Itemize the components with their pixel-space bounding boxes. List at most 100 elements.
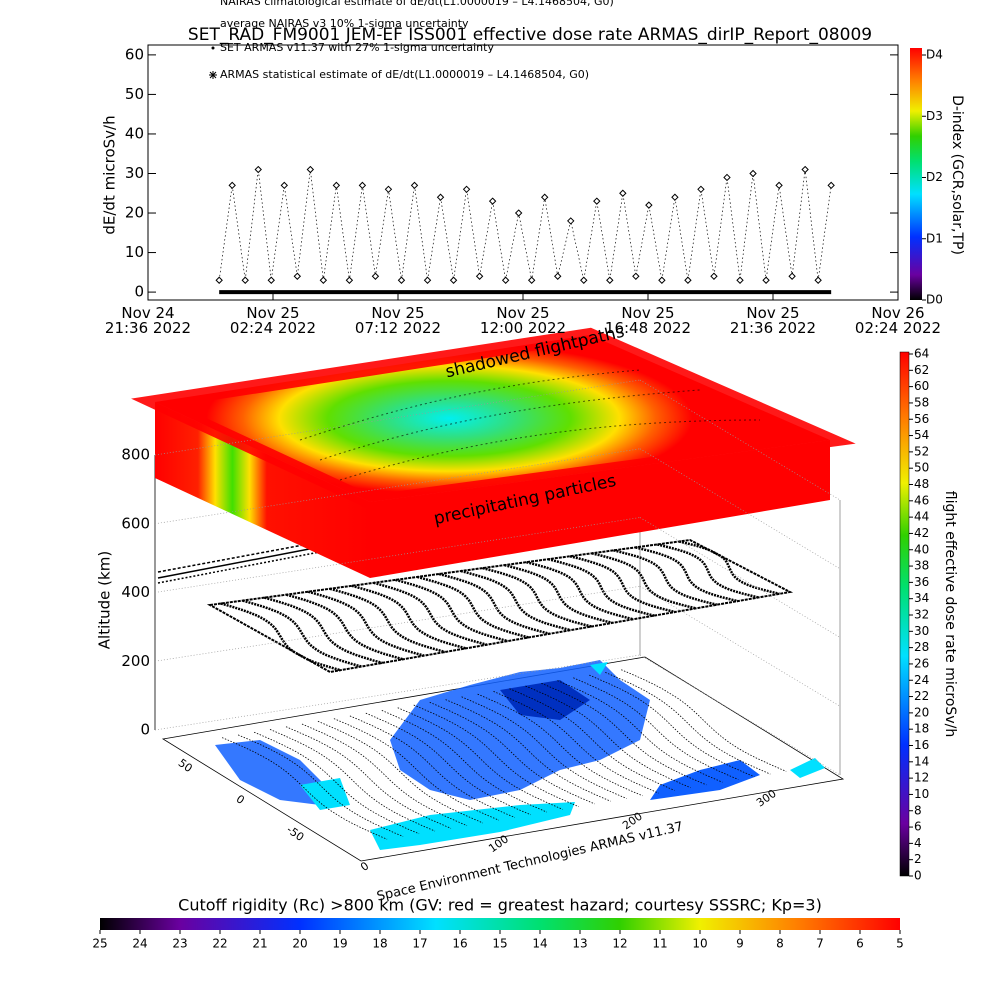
track-line (656, 543, 759, 599)
colorbar-tick-label: 20 (292, 937, 307, 951)
data-point (215, 276, 223, 284)
colorbar-tick-label: 60 (914, 379, 929, 393)
data-line (218, 169, 832, 281)
track-line (286, 593, 404, 661)
colorbar-tick-label: 58 (914, 395, 929, 409)
colorbar-tick-label: 18 (372, 937, 387, 951)
colorbar-tick-label: 20 (914, 705, 929, 719)
legend-note: average NAIRAS v3 10% 1-sigma uncertaint… (220, 17, 469, 30)
colorbar-label: D-index (GCR,solar,TP) (949, 95, 965, 255)
data-point (423, 276, 432, 284)
colorbar-tick-label: 19 (332, 937, 347, 951)
data-point (449, 276, 458, 284)
track-line (351, 584, 467, 650)
legend-label: SET ARMAS v11.37 with 27% 1-sigma uncert… (220, 41, 494, 54)
grid-line (154, 448, 641, 525)
data-point (814, 276, 822, 284)
track-line (438, 572, 550, 636)
colorbar-tick-label: 56 (914, 412, 929, 426)
flight-tracks (206, 538, 794, 840)
y-tick-label: 60 (125, 45, 144, 63)
grid-line (639, 654, 841, 776)
colorbar-tick-label: 13 (572, 937, 587, 951)
colorbar-tick-label: D2 (926, 170, 943, 184)
land (790, 758, 825, 778)
track-line (416, 575, 529, 639)
track-line (613, 549, 718, 606)
colorbar-tick-label: 2 (914, 852, 922, 866)
colorbar-tick-label: 40 (914, 542, 929, 556)
colorbar-tick-label: 64 (914, 347, 929, 361)
y-tick-label: 10 (125, 243, 144, 261)
colorbar-tick-label: D4 (926, 48, 943, 62)
data-point (749, 169, 757, 178)
colorbar-tick-label: 48 (914, 477, 929, 491)
track-line (460, 569, 571, 632)
track-line (220, 602, 341, 672)
track-line (526, 560, 634, 621)
track-line (541, 682, 707, 786)
colorbar-tick-label: 21 (252, 937, 267, 951)
y-tick-label: 0 (134, 283, 144, 301)
x-tick-label: Nov 25 12:00 2022 (479, 304, 567, 337)
track-line (413, 704, 579, 808)
slab-side (155, 402, 370, 578)
data-point (358, 181, 367, 190)
track-line (477, 693, 643, 797)
track-line (395, 578, 509, 643)
track-line (482, 566, 592, 628)
track-line (269, 729, 436, 832)
colorbar-tick-label: 6 (856, 937, 864, 951)
colorbar-tick-label: 46 (914, 493, 929, 507)
colorbar-tick-label: 44 (914, 510, 929, 524)
chart-title: SET_RAD_FM9001 JEM-EF ISS001 effective d… (188, 25, 872, 45)
y-tick-label: 30 (125, 164, 144, 182)
grid-line (154, 585, 641, 662)
y-tick-label: 40 (125, 124, 144, 142)
data-point (540, 193, 549, 201)
track-line (525, 685, 691, 789)
lat-tick-label: 0 (234, 792, 247, 807)
track-line (509, 688, 675, 791)
data-point (306, 165, 315, 174)
grid-line (154, 654, 641, 731)
data-point (280, 181, 288, 190)
z-tick-label: 600 (121, 514, 150, 532)
data-point (658, 276, 666, 284)
x-tick-label: Nov 25 21:36 2022 (729, 304, 817, 337)
colorbar-tick-label: 9 (736, 937, 744, 951)
track-line (333, 718, 500, 821)
colorbar-tick-label: 18 (914, 722, 929, 736)
y-tick-label: 50 (125, 85, 144, 103)
legend-marker (209, 71, 217, 79)
colorbar-tick-label: 32 (914, 608, 929, 622)
data-point (619, 189, 627, 197)
colorbar-tick-label: 23 (172, 937, 187, 951)
data-point (762, 276, 770, 284)
colorbar-tick-label: 52 (914, 444, 929, 458)
track-line (461, 696, 627, 799)
land (500, 680, 590, 720)
colorbar-tick-label: D1 (926, 231, 943, 245)
colorbar-tick-label: 42 (914, 526, 929, 540)
colorbar-tick-label: 38 (914, 559, 929, 573)
track-line (493, 691, 659, 794)
track-line (157, 544, 331, 579)
track-line (237, 734, 404, 837)
grid-line (154, 517, 641, 593)
data-point (593, 197, 601, 205)
data-point (228, 181, 236, 190)
colorbar-label: flight effective dose rate microSv/h (942, 491, 958, 737)
data-point (293, 272, 302, 280)
z-axis-label: Altitude (km) (96, 551, 114, 649)
data-point (345, 276, 354, 284)
colorbar-tick-label: D3 (926, 109, 943, 123)
colorbar-tick-label: 11 (652, 937, 667, 951)
colorbar-tick-label: 22 (914, 689, 929, 703)
x-tick-label: Nov 25 16:48 2022 (604, 304, 692, 337)
colorbar-tick-label: 30 (914, 624, 929, 638)
data-point (723, 173, 731, 182)
colorbar-tick-label: 22 (212, 937, 227, 951)
